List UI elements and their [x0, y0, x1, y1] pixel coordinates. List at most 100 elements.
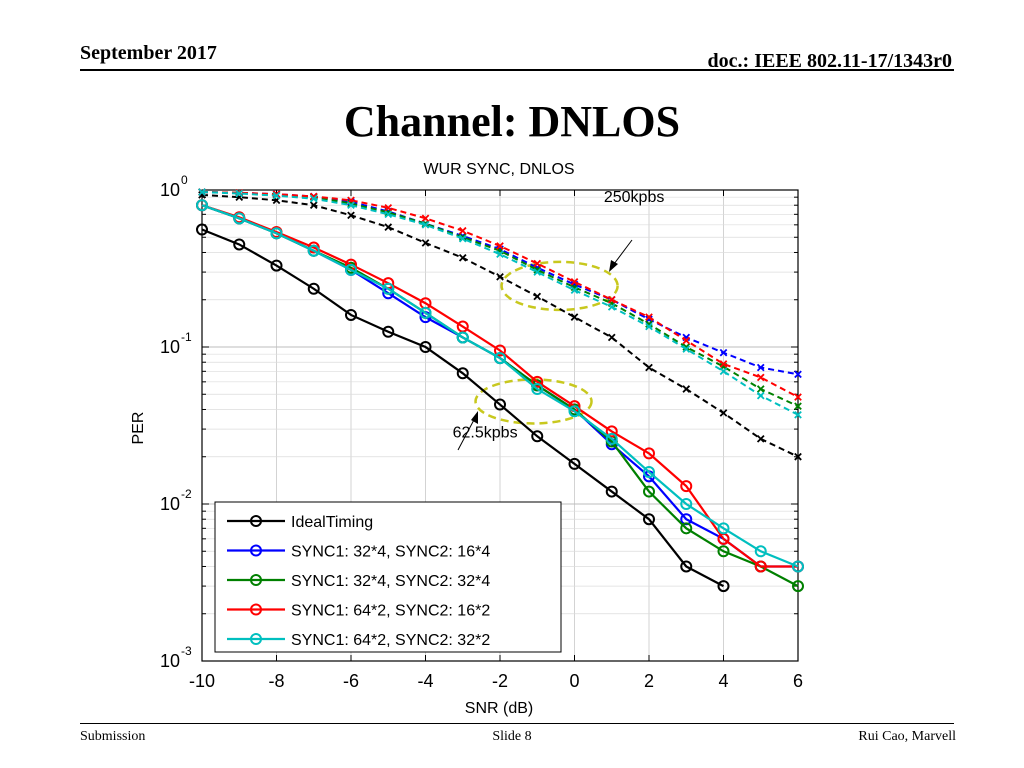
- data-point-stroke: [309, 194, 318, 203]
- data-point: [233, 212, 246, 225]
- chart-title: WUR SYNC, DNLOS: [423, 161, 574, 178]
- data-point-stroke: [533, 268, 542, 276]
- data-point: [494, 352, 506, 365]
- legend-label: SYNC1: 32*4, SYNC2: 16*4: [291, 544, 490, 561]
- data-point: [347, 211, 355, 220]
- header-date: September 2017: [80, 42, 217, 64]
- data-point: [719, 360, 728, 368]
- data-point: [496, 242, 504, 250]
- data-point: [347, 201, 355, 210]
- data-point: [717, 522, 730, 535]
- data-point-stroke: [719, 348, 728, 357]
- data-point-stroke: [496, 242, 504, 250]
- series-5: [198, 191, 802, 461]
- data-point: [382, 325, 395, 338]
- data-point: [270, 259, 283, 272]
- data-point: [605, 432, 618, 445]
- data-point-stroke: [496, 272, 504, 281]
- legend-swatch-marker: [250, 603, 262, 616]
- annotation-250kbps: 250kpbs: [604, 189, 665, 206]
- data-point: [421, 214, 430, 223]
- data-point: [645, 313, 653, 321]
- data-point-stroke: [794, 402, 802, 410]
- data-point: [384, 203, 393, 212]
- data-point: [570, 278, 579, 286]
- data-point: [382, 282, 395, 295]
- data-point: [643, 513, 655, 526]
- data-point: [345, 308, 357, 321]
- footer-rule: [80, 723, 954, 724]
- data-point-stroke: [794, 370, 802, 379]
- data-point-stroke: [607, 333, 616, 342]
- x-tick-label: 4: [718, 671, 728, 691]
- data-point-stroke: [794, 410, 802, 419]
- legend-label: SYNC1: 64*2, SYNC2: 32*2: [291, 632, 490, 649]
- y-tick-label-base: 10: [160, 651, 180, 671]
- data-point: [680, 480, 693, 493]
- data-point: [570, 313, 579, 321]
- legend-box: [214, 501, 562, 653]
- x-tick-label: -6: [343, 671, 359, 691]
- y-tick-label: 10 0: [160, 173, 188, 200]
- data-point: [309, 201, 318, 210]
- series-line: [201, 228, 725, 588]
- data-point: [196, 223, 208, 236]
- data-point: [717, 545, 730, 558]
- legend-label: SYNC1: 32*4, SYNC2: 32*4: [291, 573, 490, 590]
- data-point: [570, 286, 579, 295]
- data-point: [270, 227, 283, 240]
- annotation-62p5kbps: 62.5kpbs: [453, 425, 518, 442]
- data-point-stroke: [533, 259, 542, 268]
- data-point-stroke: [309, 201, 318, 210]
- footer-slide-number: Slide 8: [492, 729, 532, 744]
- data-point: [682, 345, 691, 353]
- data-point: [496, 272, 504, 281]
- data-point: [456, 331, 469, 344]
- x-tick-label: 0: [569, 671, 579, 691]
- footer-submission: Submission: [80, 729, 146, 744]
- series-line: [201, 204, 798, 568]
- data-point: [719, 409, 728, 417]
- data-point-stroke: [347, 201, 355, 210]
- data-point: [682, 336, 691, 345]
- data-point: [458, 253, 467, 262]
- data-point: [568, 457, 581, 470]
- data-point: [456, 367, 469, 380]
- legend-swatch-marker: [250, 544, 262, 557]
- series-line: [201, 191, 799, 408]
- data-point: [756, 385, 765, 393]
- data-point-stroke: [458, 233, 467, 242]
- data-point-stroke: [719, 409, 728, 417]
- data-point: [754, 560, 767, 573]
- x-tick-label: 6: [793, 671, 803, 691]
- y-tick-label-base: 10: [160, 337, 180, 357]
- data-point-stroke: [309, 192, 318, 201]
- data-point: [533, 259, 542, 268]
- data-point-stroke: [272, 191, 281, 200]
- y-tick-label-exponent: -3: [181, 644, 192, 658]
- data-point-stroke: [570, 286, 579, 295]
- data-point: [756, 435, 765, 443]
- data-point: [756, 363, 765, 372]
- data-point: [643, 485, 655, 498]
- data-point: [794, 402, 802, 410]
- plot-lines: [196, 188, 804, 593]
- data-point: [605, 485, 618, 498]
- data-point: [384, 210, 393, 219]
- x-tick-label: -8: [268, 671, 284, 691]
- legend-label: SYNC1: 64*2, SYNC2: 16*2: [291, 603, 490, 620]
- data-point: [531, 383, 544, 396]
- data-point-stroke: [756, 391, 765, 400]
- data-point: [384, 223, 393, 231]
- y-tick-label-exponent: 0: [181, 173, 188, 187]
- data-point: [756, 373, 765, 382]
- data-point: [794, 393, 802, 401]
- data-point: [533, 266, 542, 274]
- data-point: [643, 447, 655, 460]
- data-point: [719, 348, 728, 357]
- x-tick-label: 2: [644, 671, 654, 691]
- data-point: [307, 282, 320, 295]
- data-point: [233, 238, 246, 251]
- data-point-stroke: [756, 385, 765, 393]
